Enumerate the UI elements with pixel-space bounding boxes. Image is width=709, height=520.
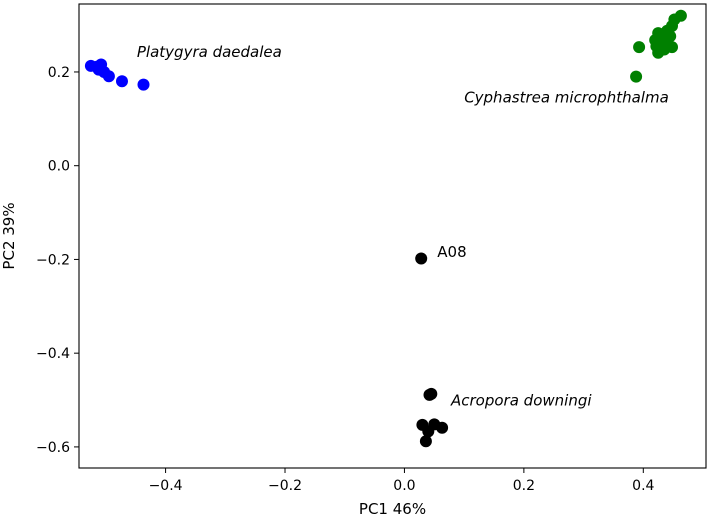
data-point xyxy=(102,70,115,83)
data-point xyxy=(630,70,643,83)
x-tick-label: 0.2 xyxy=(513,478,535,494)
plot-area-frame xyxy=(78,3,707,469)
data-point xyxy=(652,46,665,59)
point-annotation: Cyphastrea microphthalma xyxy=(464,88,669,106)
data-point xyxy=(419,435,432,448)
data-point xyxy=(137,78,150,91)
x-tick-label: 0.0 xyxy=(393,478,415,494)
x-tick-label: −0.4 xyxy=(149,478,183,494)
data-point xyxy=(436,421,449,434)
point-annotation: A08 xyxy=(437,243,466,261)
y-axis-label: PC2 39% xyxy=(0,202,18,269)
data-point xyxy=(633,41,646,54)
y-tick-label: −0.2 xyxy=(36,252,70,268)
y-tick-label: 0.2 xyxy=(48,65,70,81)
y-tick-label: −0.6 xyxy=(36,440,70,456)
data-point xyxy=(422,425,435,438)
y-axis-ticks: 0.2 0.0 −0.2 −0.4 −0.6 xyxy=(36,65,79,456)
x-axis-label: PC1 46% xyxy=(359,500,426,518)
point-annotation: Platygyra daedalea xyxy=(137,43,282,61)
data-point xyxy=(423,388,436,401)
y-tick-label: 0.0 xyxy=(48,159,70,175)
x-axis-ticks: −0.4 −0.2 0.0 0.2 0.4 xyxy=(149,468,655,494)
x-tick-label: 0.4 xyxy=(632,478,654,494)
point-annotation: Acropora downingi xyxy=(450,392,592,410)
data-point xyxy=(116,75,128,88)
scatter-points-layer xyxy=(84,9,687,448)
x-tick-label: −0.2 xyxy=(268,478,302,494)
y-tick-label: −0.4 xyxy=(36,346,70,362)
data-point xyxy=(415,252,428,265)
annotation-layer: Platygyra daedalea Cyphastrea microphthal… xyxy=(137,43,669,410)
